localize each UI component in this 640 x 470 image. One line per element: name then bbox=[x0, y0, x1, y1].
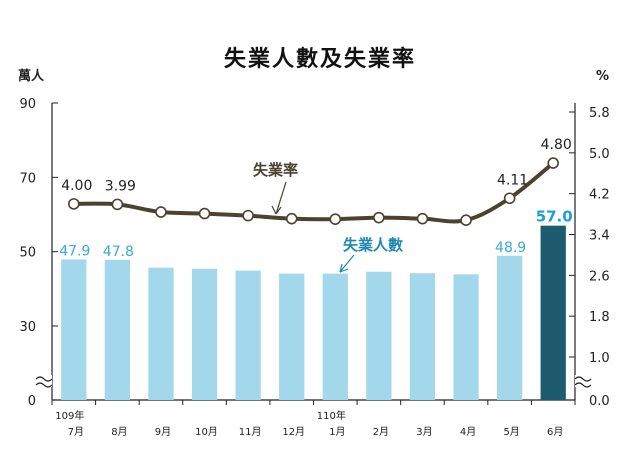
bar bbox=[496, 255, 523, 400]
bar bbox=[148, 267, 174, 400]
left-tick-label: 90 bbox=[19, 97, 36, 112]
x-tick-label: 3月 bbox=[416, 426, 432, 438]
rate-point bbox=[155, 206, 167, 218]
bars bbox=[61, 225, 566, 400]
x-tick-label: 2月 bbox=[373, 426, 389, 438]
left-axis-break-wave bbox=[35, 382, 53, 388]
rate-point bbox=[242, 209, 254, 222]
left-tick-label: 50 bbox=[19, 246, 36, 261]
right-tick-label: 0.0 bbox=[589, 394, 610, 409]
rate-point bbox=[460, 214, 472, 227]
bar bbox=[366, 271, 392, 400]
right-tick-label: 1.0 bbox=[589, 351, 610, 366]
rate-label: 4.80 bbox=[541, 137, 572, 153]
right-axis-break-wave bbox=[574, 382, 592, 388]
right-tick-label: 3.4 bbox=[589, 229, 610, 244]
series-arrowhead-rate bbox=[271, 205, 282, 215]
right-tick-label: 4.2 bbox=[589, 188, 610, 203]
x-tick-label: 12月 bbox=[282, 426, 305, 438]
bar-label: 48.9 bbox=[495, 240, 526, 256]
x-axis: 7月 8月 9月 10月 11月 12月 1月 2月 3月 4月 5月 6月 109年 110年 bbox=[51, 400, 576, 438]
series-arrowhead-count bbox=[339, 263, 349, 273]
rate-point bbox=[416, 212, 429, 225]
right-tick-label: 5.8 bbox=[589, 106, 610, 121]
rate-point bbox=[111, 198, 124, 211]
rate-line-path bbox=[73, 161, 555, 224]
bar bbox=[453, 274, 479, 400]
right-axis-unit: % bbox=[596, 69, 609, 84]
series-label-count: 失業人數 bbox=[343, 236, 403, 254]
bar bbox=[235, 270, 261, 400]
rate-point bbox=[373, 211, 385, 224]
bar bbox=[61, 259, 87, 400]
left-axis-unit: 萬人 bbox=[18, 68, 45, 84]
bar bbox=[322, 273, 348, 400]
rate-point bbox=[329, 213, 342, 225]
bar bbox=[104, 259, 131, 400]
x-tick-label: 9月 bbox=[155, 426, 171, 438]
x-tick-label: 1月 bbox=[329, 426, 345, 438]
x-tick-label: 10月 bbox=[195, 426, 218, 438]
line-labels: 4.00 3.99 4.11 4.80 bbox=[61, 137, 572, 194]
left-axis-break-wave bbox=[35, 376, 53, 382]
x-tick-label: 8月 bbox=[111, 426, 127, 438]
rate-point bbox=[285, 212, 298, 225]
left-tick-label: 30 bbox=[19, 320, 36, 335]
x-tick-label: 7月 bbox=[68, 426, 84, 438]
left-tick-label: 70 bbox=[19, 171, 36, 186]
bar bbox=[540, 225, 566, 400]
bar-label: 47.9 bbox=[59, 243, 90, 259]
series-arrow-count bbox=[339, 254, 355, 273]
bar-label: 57.0 bbox=[536, 208, 573, 226]
rate-line bbox=[67, 157, 560, 227]
rate-point bbox=[547, 157, 560, 169]
bar-label: 47.8 bbox=[103, 244, 134, 260]
bar bbox=[409, 273, 436, 400]
right-tick-label: 1.8 bbox=[589, 310, 610, 325]
right-axis-break-wave bbox=[574, 376, 592, 382]
series-label-rate: 失業率 bbox=[253, 161, 298, 179]
series-arrow-rate bbox=[275, 181, 287, 215]
rate-point bbox=[67, 198, 80, 210]
rate-point bbox=[503, 192, 516, 205]
rate-point bbox=[198, 207, 211, 220]
rate-label: 3.99 bbox=[105, 178, 136, 194]
x-tick-label: 6月 bbox=[547, 426, 563, 438]
right-tick-label: 5.0 bbox=[589, 147, 610, 162]
left-axis-break-mask bbox=[36, 375, 52, 387]
rate-label: 4.00 bbox=[61, 178, 92, 194]
chart-title: 失業人數及失業率 bbox=[224, 46, 416, 72]
x-tick-label: 4月 bbox=[460, 426, 476, 438]
x-year-label: 110年 bbox=[317, 409, 346, 422]
bar bbox=[191, 268, 218, 400]
left-tick-label: 0 bbox=[28, 394, 36, 409]
right-tick-label: 2.6 bbox=[589, 269, 610, 284]
x-tick-label: 11月 bbox=[239, 426, 262, 438]
axes: 0 30 50 70 90 0.0 1.0 1.8 2.6 3.4 4.2 5.0 5.8 bbox=[19, 97, 609, 409]
x-tick-label: 5月 bbox=[503, 426, 519, 438]
x-year-label: 109年 bbox=[55, 409, 84, 422]
right-axis-break-mask bbox=[575, 375, 591, 387]
rate-label: 4.11 bbox=[497, 172, 528, 188]
bar-labels: 47.9 47.8 48.9 57.0 bbox=[59, 208, 573, 260]
bar bbox=[279, 273, 305, 400]
